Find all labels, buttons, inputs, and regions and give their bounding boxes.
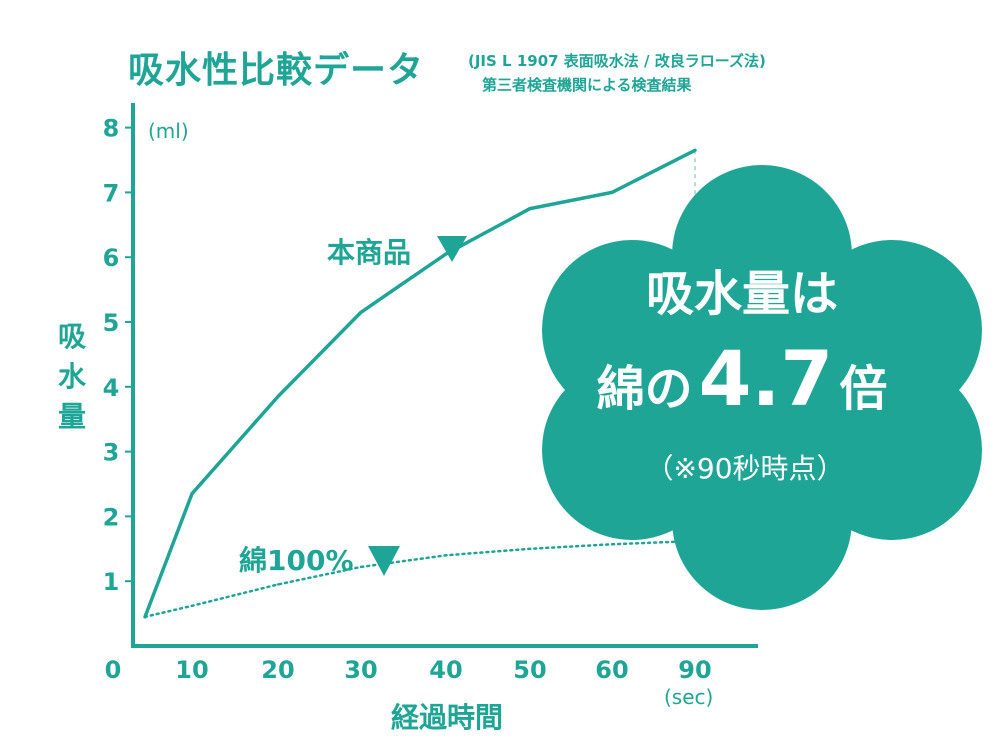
x-tick-label: 20 — [261, 656, 294, 684]
chart-subtitle-line2: 第三者検査機関による検査結果 — [482, 76, 693, 94]
x-tick-label: 60 — [595, 656, 628, 684]
y-tick-label: 7 — [103, 179, 120, 207]
data-point-product — [693, 149, 697, 152]
chart-subtitle-line1: (JIS L 1907 表面吸水法 / 改良ラローズ法) — [468, 52, 766, 70]
series-line-product — [143, 148, 697, 619]
data-point-product — [359, 311, 363, 314]
data-point-product — [528, 207, 532, 210]
data-point-cotton — [444, 554, 448, 557]
data-point-cotton — [528, 547, 532, 550]
y-axis-label-char-3: 量 — [58, 400, 86, 433]
series-label-cotton: 綿100% — [239, 544, 354, 577]
data-point-product — [276, 395, 280, 398]
data-point-cotton — [143, 615, 147, 619]
x-tick-label: 0 — [105, 656, 122, 684]
data-point-product — [444, 252, 448, 256]
x-axis-unit: (sec) — [664, 685, 713, 709]
callout-line2-prefix: 綿の — [597, 361, 693, 417]
x-tick-label: 90 — [678, 656, 711, 684]
data-point-cotton — [276, 583, 280, 586]
callout-line2-suffix: 倍 — [839, 361, 887, 417]
y-tick-label: 6 — [103, 244, 120, 272]
y-tick-label: 1 — [103, 568, 120, 596]
y-tick-label: 3 — [103, 439, 120, 467]
series-marker-product — [437, 236, 467, 262]
callout-line2: 綿の4.7 倍 — [597, 334, 888, 423]
series-label-product: 本商品 — [327, 236, 411, 269]
chart-title: 吸水性比較データ — [128, 49, 424, 91]
y-axis-unit: (ml) — [148, 119, 189, 143]
callout-bubble: 吸水量は 綿の4.7 倍 （※90秒時点） — [542, 165, 982, 610]
x-tick-labels: 0 10 20 30 40 50 60 90 — [105, 656, 712, 684]
y-axis-label-char-1: 吸 — [58, 320, 86, 353]
y-axis-label-char-2: 水 — [58, 360, 87, 393]
x-tick-label: 50 — [513, 656, 546, 684]
series-line-cotton — [143, 539, 697, 619]
y-tick-labels: 1 2 3 4 5 6 7 8 — [103, 115, 133, 596]
y-tick-label: 4 — [103, 374, 120, 402]
callout-note: （※90秒時点） — [645, 452, 844, 485]
x-tick-label: 10 — [175, 656, 208, 684]
data-point-cotton — [190, 604, 194, 608]
y-tick-label: 5 — [103, 309, 120, 337]
x-tick-label: 40 — [429, 656, 462, 684]
x-tick-label: 30 — [344, 656, 377, 684]
data-point-cotton — [610, 543, 614, 546]
callout-line2-value: 4.7 — [699, 334, 834, 423]
data-point-cotton — [359, 565, 363, 569]
data-point-product — [190, 492, 194, 495]
data-point-product — [610, 191, 614, 194]
callout-line1: 吸水量は — [646, 266, 838, 322]
x-axis-label: 経過時間 — [391, 701, 503, 734]
y-tick-label: 8 — [103, 115, 120, 143]
series-marker-cotton — [368, 546, 400, 576]
y-tick-label: 2 — [103, 503, 120, 531]
